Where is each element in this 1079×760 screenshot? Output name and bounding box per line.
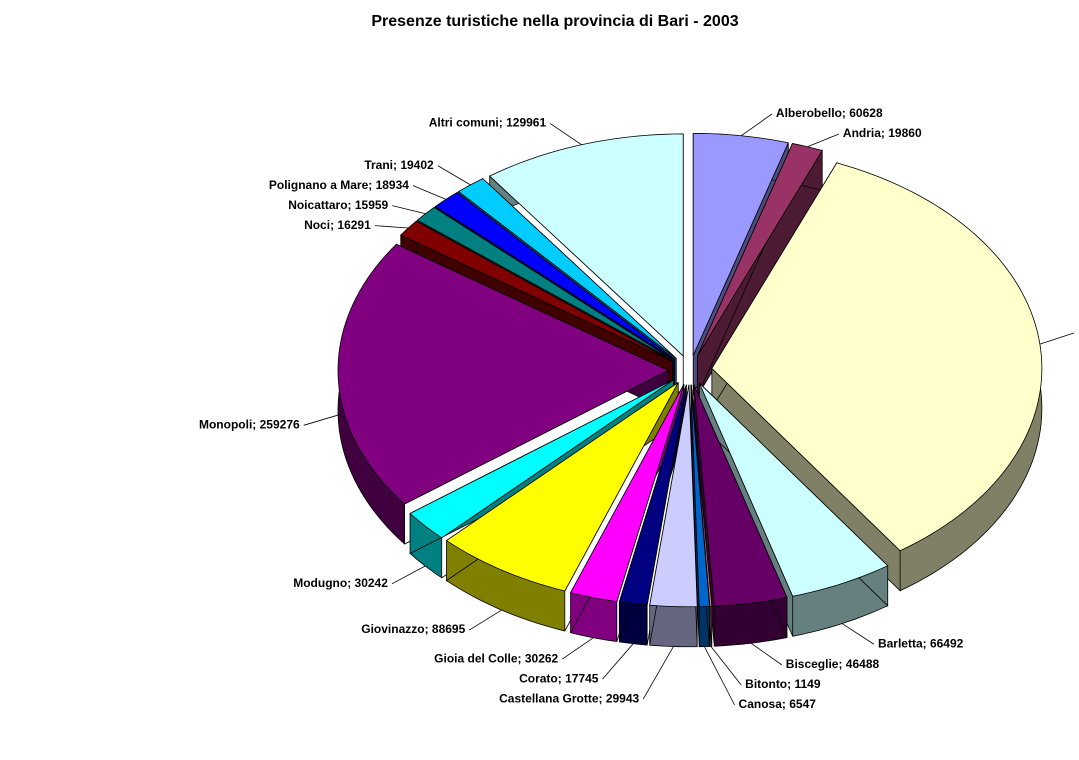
leader-line: [710, 646, 742, 686]
leader-line: [374, 225, 409, 229]
slice-group: [569, 384, 685, 643]
leader-line: [469, 609, 502, 631]
slice: [409, 379, 674, 539]
slice-group: [699, 382, 889, 637]
leader-line: [392, 205, 426, 215]
leader-line: [412, 185, 447, 200]
leader-line: [841, 623, 875, 645]
data-label: Noicattaro; 15959: [288, 198, 388, 212]
data-label: Castellana Grotte; 29943: [499, 691, 639, 705]
leader-line: [807, 133, 840, 148]
data-label: Bisceglie; 46488: [786, 657, 880, 671]
slice: [711, 162, 1043, 552]
slice: [337, 243, 669, 505]
leader-line: [549, 123, 582, 146]
slice: [457, 178, 677, 359]
slice: [696, 143, 823, 357]
data-label: Canosa; 6547: [739, 697, 817, 711]
leader-line: [391, 565, 426, 585]
data-label: Corato; 17745: [519, 671, 599, 685]
slice: [618, 384, 687, 606]
slice-group: [445, 381, 679, 632]
slice: [699, 383, 889, 597]
leader-line: [750, 642, 783, 666]
data-label: Alberobello; 60628: [776, 106, 883, 120]
slice: [445, 382, 679, 592]
slice: [690, 384, 711, 608]
leader-line: [1039, 332, 1075, 345]
data-label: Modugno; 30242: [293, 576, 388, 590]
slice: [690, 384, 713, 607]
data-label: Trani; 19402: [364, 158, 434, 172]
slice: [434, 191, 675, 360]
data-label: Bitonto; 1149: [745, 677, 821, 691]
leader-line: [562, 637, 594, 660]
leader-line: [602, 643, 634, 680]
leader-line: [704, 646, 735, 706]
slice: [649, 384, 698, 608]
slice-group: [690, 384, 711, 648]
chart-title: Presenze turistiche nella provincia di B…: [371, 13, 738, 30]
data-label: Monopoli; 259276: [199, 417, 300, 431]
slice: [400, 220, 673, 362]
data-label: Barletta; 66492: [878, 636, 964, 650]
slice: [569, 384, 685, 603]
slice: [692, 132, 789, 356]
slice-group: [488, 133, 684, 397]
data-label: Noci; 16291: [304, 218, 371, 232]
slice: [488, 133, 684, 357]
slice-group: [337, 243, 669, 545]
slice: [693, 384, 788, 607]
data-label: Gioia del Colle; 30262: [434, 651, 558, 665]
slice: [416, 206, 674, 361]
leader-line: [642, 646, 674, 700]
leader-line: [437, 165, 471, 186]
slice-group: [693, 384, 788, 647]
slice-group: [649, 384, 698, 648]
data-label: Giovinazzo; 88695: [361, 622, 465, 636]
leader-line: [303, 414, 339, 426]
data-label: Andria; 19860: [843, 126, 922, 140]
leader-line: [741, 113, 773, 137]
data-label: Polignano a Mare; 18934: [269, 178, 409, 192]
data-label: Altri comuni; 129961: [429, 116, 547, 130]
